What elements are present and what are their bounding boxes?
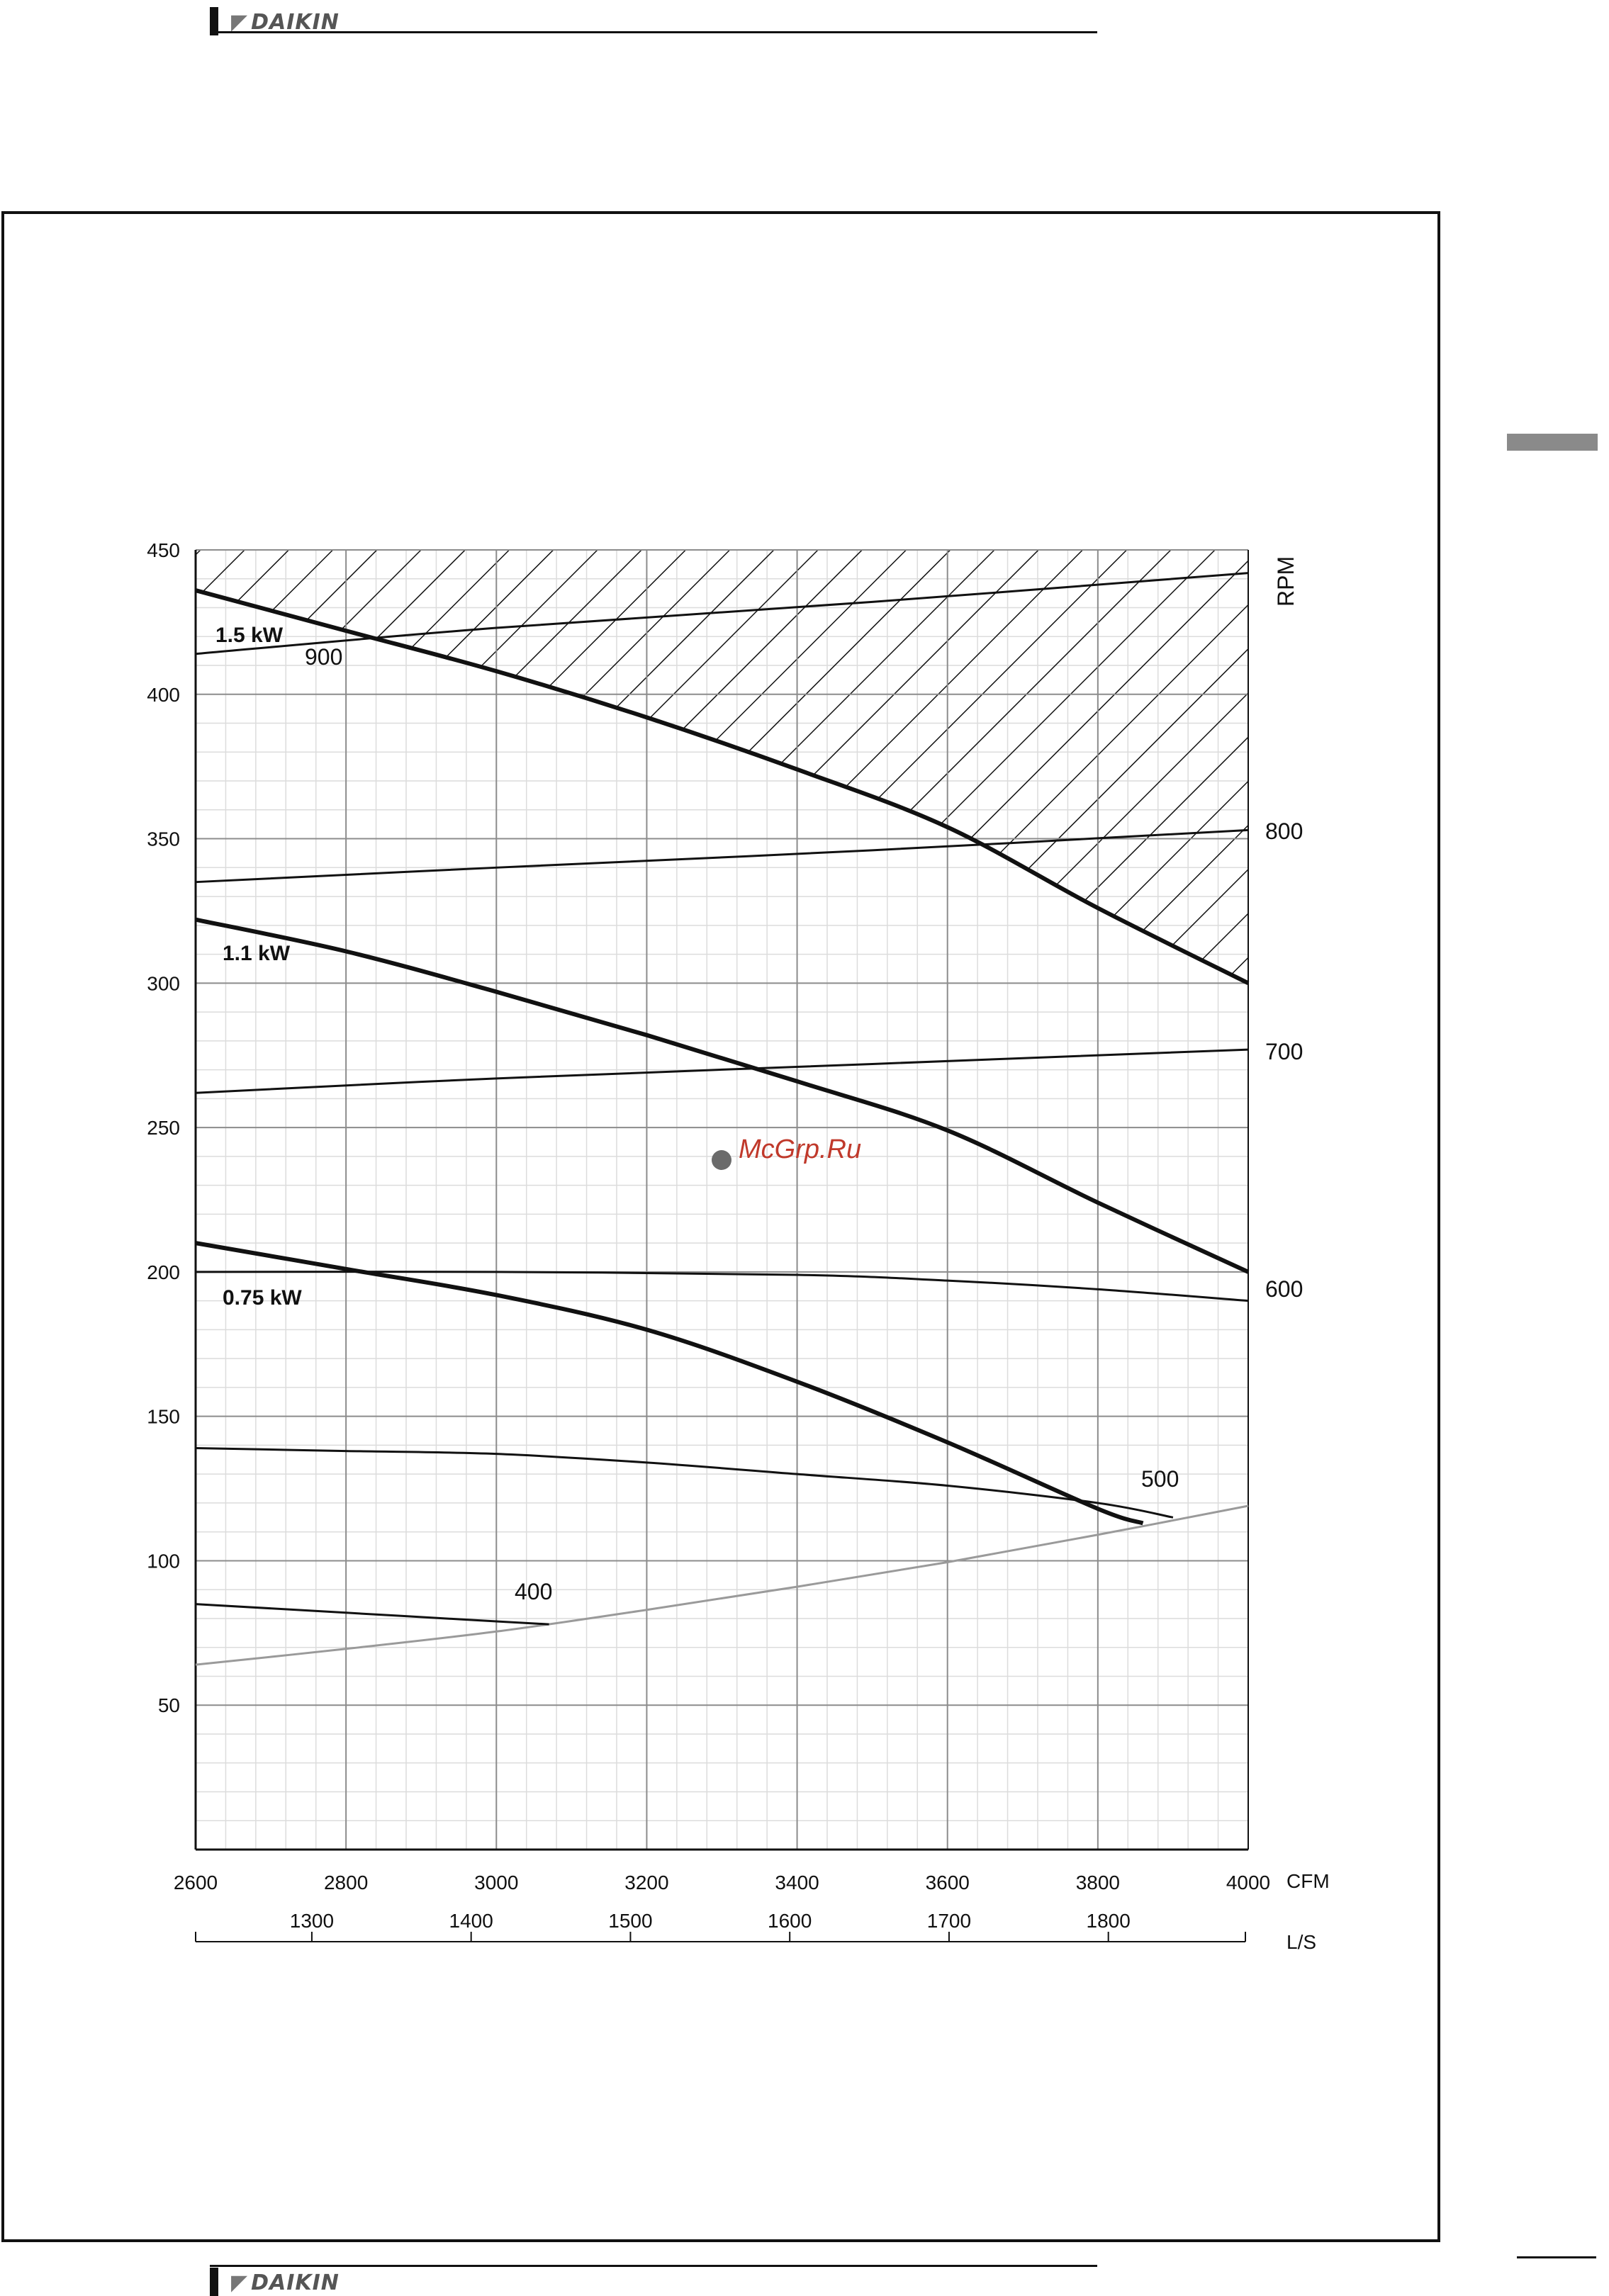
rpm-line-400 <box>195 1603 549 1626</box>
hatched-region <box>196 550 1248 984</box>
rpm-label-800: 800 <box>1265 818 1303 844</box>
daikin-mark-icon: ◤ <box>231 10 249 35</box>
footer-rule <box>210 2265 1097 2267</box>
watermark: McGrp.Ru <box>712 1135 861 1170</box>
rpm-line-500 <box>195 1447 1174 1519</box>
footer-brand-bar <box>210 2268 218 2296</box>
footer-brand-name: DAIKIN <box>251 2270 340 2295</box>
x-tick-label: 3400 <box>775 1872 819 1893</box>
x-tick-label: 3200 <box>624 1872 668 1893</box>
rpm-label-400: 400 <box>515 1579 552 1604</box>
ls-tick-label: 1600 <box>768 1910 812 1932</box>
rpm-line-700 <box>195 1048 1249 1094</box>
content-frame <box>1 211 1440 2242</box>
rpm-axis-label: RPM <box>1273 556 1299 607</box>
axes: 50 100 150 200 250 300 350 400 450 2600 2800 3000 32… <box>147 539 1329 1953</box>
x-tick-label: 3600 <box>926 1872 970 1893</box>
page-corner-rule <box>1517 2256 1596 2258</box>
y-tick-label: 250 <box>147 1117 180 1139</box>
rpm-label-700: 700 <box>1265 1039 1303 1064</box>
x-tick-label: 2800 <box>324 1872 368 1893</box>
y-tick-label: 150 <box>147 1406 180 1428</box>
ls-axis-label: L/S <box>1286 1931 1316 1953</box>
rpm-line-600 <box>195 1271 1249 1302</box>
system-resistance-line <box>195 1504 1249 1666</box>
y-tick-label: 350 <box>147 828 180 850</box>
x-tick-label: 3800 <box>1076 1872 1120 1893</box>
daikin-logo: ◤ DAIKIN <box>231 10 340 35</box>
daikin-logo-footer: ◤ DAIKIN <box>231 2270 340 2295</box>
x-axis-label: CFM <box>1286 1870 1330 1892</box>
rpm-label-900: 900 <box>305 644 342 670</box>
ls-tick-label: 1300 <box>290 1910 334 1932</box>
header-brand-name: DAIKIN <box>251 10 340 35</box>
y-tick-label: 100 <box>147 1550 180 1572</box>
x-tick-label: 3000 <box>474 1872 518 1893</box>
ls-tick-label: 1400 <box>449 1910 493 1932</box>
ls-tick-label: 1800 <box>1087 1910 1131 1932</box>
y-tick-label: 50 <box>158 1694 180 1716</box>
watermark-dot <box>712 1150 731 1170</box>
rpm-label-500: 500 <box>1141 1466 1179 1492</box>
hatched-area <box>196 550 1248 984</box>
power-line-1-1-kw <box>195 917 1250 1274</box>
section-tab <box>1507 434 1598 451</box>
daikin-mark-icon: ◤ <box>231 2270 249 2295</box>
y-tick-label: 450 <box>147 539 180 561</box>
power-label-0-75-kw: 0.75 kW <box>223 1286 302 1310</box>
power-line-1-5-kw <box>195 588 1250 986</box>
x-tick-label: 4000 <box>1226 1872 1270 1893</box>
power-line-0-75-kw <box>195 1241 1144 1526</box>
header-rule <box>210 31 1097 33</box>
chart-labels: 900 800 700 600 500 400 1.5 kW 1.1 kW 0.75 kW <box>215 624 1303 1604</box>
y-tick-label: 400 <box>147 684 180 706</box>
y-tick-label: 300 <box>147 972 180 994</box>
power-label-1-5-kw: 1.5 kW <box>215 624 284 647</box>
rpm-line-900 <box>195 572 1249 655</box>
system-curve <box>195 1504 1249 1666</box>
rpm-curves <box>195 572 1249 1626</box>
header-brand-bar <box>210 7 218 35</box>
rpm-label-600: 600 <box>1265 1276 1303 1302</box>
power-curves <box>195 588 1250 1526</box>
y-tick-label: 200 <box>147 1261 180 1283</box>
watermark-text: McGrp.Ru <box>739 1135 861 1164</box>
ls-tick-label: 1700 <box>927 1910 971 1932</box>
x-tick-label: 2600 <box>174 1872 218 1893</box>
power-label-1-1-kw: 1.1 kW <box>223 942 291 965</box>
rpm-line-800 <box>195 828 1249 884</box>
ls-tick-label: 1500 <box>608 1910 652 1932</box>
